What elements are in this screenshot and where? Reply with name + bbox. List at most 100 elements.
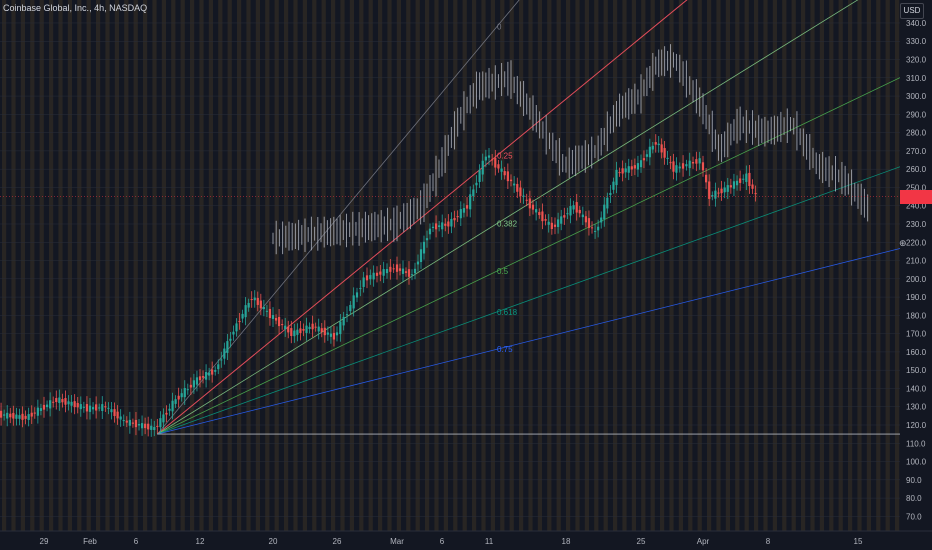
session-stripe — [754, 0, 759, 531]
candle-body — [459, 209, 462, 219]
session-stripe — [678, 0, 683, 531]
session-stripe — [575, 0, 580, 531]
candle-body — [535, 209, 538, 213]
candle-body — [456, 216, 459, 218]
candle-body — [375, 272, 379, 276]
session-stripe — [425, 0, 430, 531]
interval-label[interactable]: 4h — [94, 3, 105, 13]
candle-body — [648, 146, 651, 158]
session-stripe — [772, 0, 777, 531]
candle-body — [615, 169, 618, 186]
candle-body — [335, 332, 339, 336]
candle-body — [519, 187, 522, 197]
session-stripe — [707, 0, 712, 531]
session-stripe — [114, 0, 119, 531]
candle-body — [159, 418, 162, 428]
candle-body — [147, 423, 150, 430]
crosshair-icon[interactable]: ⊕ — [899, 238, 907, 248]
candle-body — [372, 272, 375, 280]
fan-level-label: 0.25 — [497, 152, 513, 161]
price-axis-bg — [900, 0, 932, 550]
candle-body — [382, 269, 385, 276]
session-stripe — [584, 0, 589, 531]
price-tick-label: 190.0 — [906, 293, 927, 302]
candle-body — [345, 314, 349, 316]
candle-body — [101, 404, 104, 411]
last-price-tag — [900, 189, 932, 204]
candle-body — [36, 407, 39, 416]
candle-body — [180, 393, 183, 398]
candle-body — [407, 269, 411, 277]
candle-body — [201, 376, 205, 378]
candle-body — [600, 217, 603, 223]
session-stripe — [556, 0, 561, 531]
session-stripe — [396, 0, 401, 531]
session-stripe — [246, 0, 251, 531]
chart-header: Coinbase Global, Inc., 4h, NASDAQ — [3, 3, 147, 13]
candle-body — [714, 190, 717, 199]
candle-body — [497, 164, 500, 169]
candle-body — [491, 159, 494, 161]
candle-body — [603, 204, 606, 220]
price-tick-label: 300.0 — [906, 92, 927, 101]
candle-body — [413, 268, 417, 274]
candle-body — [45, 404, 49, 408]
candle-body — [428, 228, 432, 235]
candle-body — [672, 161, 675, 172]
candle-body — [392, 268, 395, 270]
session-stripe — [218, 0, 223, 531]
candle-body — [708, 181, 711, 199]
candle-body — [729, 185, 732, 188]
session-stripe — [566, 0, 571, 531]
candle-body — [541, 211, 544, 222]
candle-body — [506, 171, 509, 182]
candle-body — [478, 170, 481, 182]
candle-body — [732, 181, 736, 189]
candle-body — [472, 189, 475, 197]
candle-body — [107, 407, 110, 409]
session-stripe — [58, 0, 63, 531]
candle-body — [575, 202, 578, 213]
candle-body — [156, 425, 159, 427]
candle-body — [726, 185, 729, 192]
candle-body — [398, 268, 402, 271]
candle-body — [404, 271, 408, 273]
candle-body — [21, 413, 24, 420]
candle-body — [24, 415, 27, 419]
candle-body — [584, 216, 587, 223]
price-tick-label: 330.0 — [906, 37, 927, 46]
candle-body — [122, 420, 125, 422]
price-tick-label: 140.0 — [906, 384, 927, 393]
price-tick-label: 90.0 — [906, 476, 922, 485]
candle-body — [232, 331, 235, 335]
currency-button[interactable]: USD — [900, 3, 924, 19]
session-stripe — [199, 0, 204, 531]
session-stripe — [782, 0, 787, 531]
time-axis: 29 Feb 6 12 20 26 Mar 6 11 18 25 Apr 8 15 — [0, 530, 932, 550]
candle-body — [339, 321, 342, 335]
time-tick-label: 8 — [766, 537, 771, 546]
candle-body — [110, 409, 113, 413]
candle-body — [666, 157, 669, 159]
session-stripe — [688, 0, 693, 531]
session-stripe — [302, 0, 307, 531]
session-stripe — [631, 0, 636, 531]
session-stripe — [443, 0, 448, 531]
session-stripe — [368, 0, 373, 531]
session-stripe — [744, 0, 749, 531]
session-stripe — [340, 0, 345, 531]
candle-body — [302, 329, 305, 331]
candle-body — [704, 174, 708, 183]
candle-body — [487, 155, 491, 158]
session-stripe — [349, 0, 354, 531]
candle-body — [531, 204, 535, 210]
price-tick-label: 80.0 — [906, 494, 922, 503]
candle-body — [359, 288, 362, 290]
candle-body — [717, 192, 720, 194]
candle-body — [116, 411, 119, 419]
candle-body — [590, 227, 594, 229]
candle-body — [317, 326, 320, 332]
session-stripe — [208, 0, 213, 531]
candle-body — [244, 305, 247, 318]
